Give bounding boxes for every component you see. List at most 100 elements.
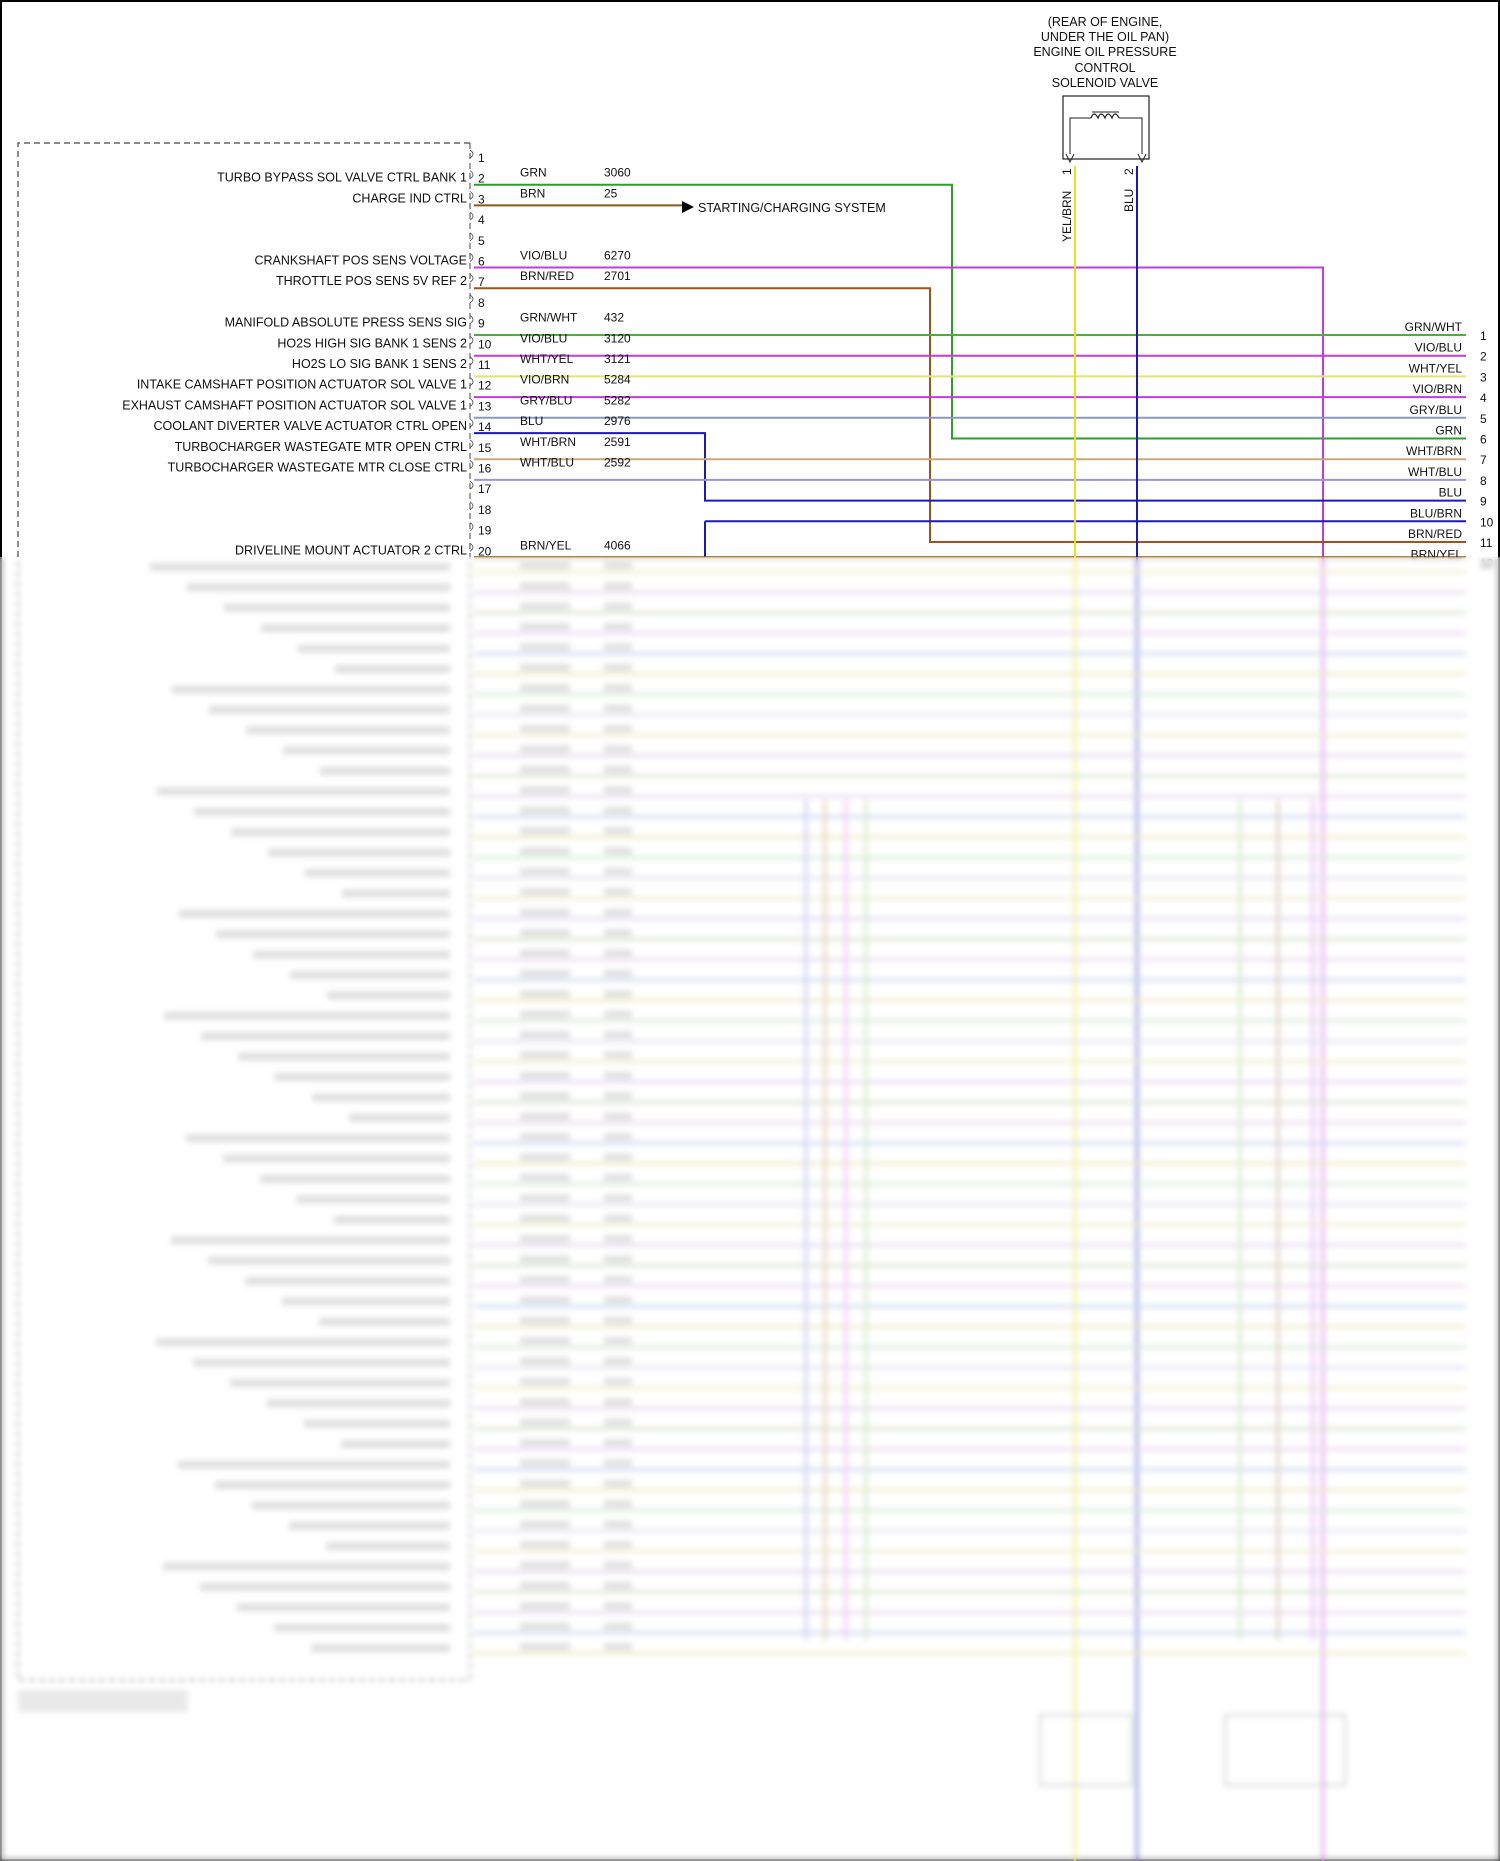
pin-2-circuit: 3060 — [604, 166, 631, 180]
pin-number-14: 14 — [478, 420, 492, 434]
pin-terminal-icon — [469, 211, 474, 221]
right-pin-8: 8 — [1480, 474, 1487, 488]
pin-terminal-icon — [469, 335, 474, 345]
pin-terminal-icon — [469, 480, 474, 490]
pin-3-wire-color: BRN — [520, 186, 545, 200]
oil-pressure-solenoid: (REAR OF ENGINE, UNDER THE OIL PAN) ENGI… — [1033, 15, 1176, 242]
pin-number-18: 18 — [478, 503, 492, 517]
pin-terminal-icon — [469, 253, 474, 262]
pin-number-15: 15 — [478, 441, 492, 455]
pin-11-function: HO2S LO SIG BANK 1 SENS 2 — [292, 357, 467, 371]
solenoid-location-line-2: UNDER THE OIL PAN) — [1041, 30, 1169, 44]
pin-terminal-icon — [469, 542, 474, 552]
pin-14-circuit: 2976 — [604, 414, 631, 428]
pin-2-function: TURBO BYPASS SOL VALVE CTRL BANK 1 — [217, 171, 467, 185]
right-pin-4-color: VIO/BRN — [1413, 382, 1462, 396]
solenoid-name-line-1: ENGINE OIL PRESSURE — [1033, 45, 1176, 59]
pin-14-function: COOLANT DIVERTER VALVE ACTUATOR CTRL OPE… — [154, 419, 468, 433]
wire-pin-7-brn-red — [474, 287, 1466, 543]
right-pin-1: 1 — [1480, 329, 1487, 343]
wire-pin-2-grn — [474, 183, 1466, 440]
right-pin-7-color: WHT/BRN — [1406, 444, 1462, 458]
pin-number-19: 19 — [478, 524, 492, 538]
pin-9-function: MANIFOLD ABSOLUTE PRESS SENS SIG — [225, 316, 467, 330]
solenoid-location-line-1: (REAR OF ENGINE, — [1048, 15, 1163, 29]
pin-13-circuit: 5282 — [604, 393, 631, 407]
right-pin-6-color: GRN — [1435, 424, 1462, 438]
solenoid-pin-1: 1 — [1060, 168, 1074, 175]
pin-number-11: 11 — [478, 358, 491, 372]
solenoid-wire-1-color: YEL/BRN — [1060, 191, 1074, 242]
pin-16-circuit: 2592 — [604, 456, 631, 470]
pin-15-function: TURBOCHARGER WASTEGATE MTR OPEN CTRL — [175, 440, 467, 454]
pin-terminal-icon — [469, 294, 474, 304]
pin-terminal-icon — [469, 170, 474, 180]
pin-6-wire-color: VIO/BLU — [520, 249, 567, 263]
pin-20-circuit: 4066 — [604, 538, 631, 552]
pin-terminal-icon — [469, 377, 474, 387]
pin-13-function: EXHAUST CAMSHAFT POSITION ACTUATOR SOL V… — [122, 398, 467, 412]
right-pin-3-color: WHT/YEL — [1409, 361, 1463, 375]
right-pin-9: 9 — [1480, 495, 1487, 509]
wire-blu-brn — [704, 520, 1466, 557]
pin-terminal-icon — [469, 501, 474, 511]
pin-10-wire-color: VIO/BLU — [520, 331, 567, 345]
pin-7-circuit: 2701 — [604, 269, 631, 283]
solenoid-name-line-2: CONTROL — [1074, 61, 1135, 75]
pin-terminal-icon — [469, 356, 474, 366]
pin-number-7: 7 — [478, 275, 485, 289]
pin-number-8: 8 — [478, 296, 485, 310]
pin-7-function: THROTTLE POS SENS 5V REF 2 — [276, 274, 467, 288]
right-pin-7: 7 — [1480, 453, 1487, 467]
pin-12-function: INTAKE CAMSHAFT POSITION ACTUATOR SOL VA… — [137, 378, 467, 392]
pin-number-12: 12 — [478, 379, 492, 393]
blurred-region — [0, 557, 1500, 1861]
pin-13-wire-color: GRY/BLU — [520, 393, 572, 407]
right-pin-8-color: WHT/BLU — [1408, 465, 1462, 479]
pin-15-circuit: 2591 — [604, 435, 631, 449]
pin-terminal-icon — [469, 149, 474, 159]
pin-number-9: 9 — [478, 317, 485, 331]
pin-16-function: TURBOCHARGER WASTEGATE MTR CLOSE CTRL — [168, 461, 467, 475]
solenoid-pin-2: 2 — [1122, 168, 1136, 175]
solenoid-name-line-3: SOLENOID VALVE — [1052, 76, 1159, 90]
solenoid-leads — [1069, 117, 1143, 154]
right-pin-3: 3 — [1480, 370, 1487, 384]
pin-number-4: 4 — [478, 213, 485, 227]
right-pin-1-color: GRN/WHT — [1405, 320, 1463, 334]
right-connector-rows: 1 GRN/WHT 2 VIO/BLU 3 WHT/YEL 4 VIO/BRN 5 GRY/BLU… — [1405, 320, 1494, 571]
pin-11-wire-color: WHT/YEL — [520, 352, 574, 366]
pin-number-5: 5 — [478, 234, 485, 248]
pin-number-16: 16 — [478, 462, 492, 476]
pin-number-13: 13 — [478, 399, 492, 413]
pin-terminal-icon — [469, 522, 474, 531]
pin-number-3: 3 — [478, 192, 485, 206]
solenoid-body — [1062, 95, 1150, 160]
pin-number-10: 10 — [478, 337, 492, 351]
pin-11-circuit: 3121 — [604, 352, 631, 366]
pin-terminal-icon — [469, 191, 474, 200]
pin-20-wire-color: BRN/YEL — [520, 538, 572, 552]
starting-charging-reference: STARTING/CHARGING SYSTEM — [682, 201, 886, 215]
pin-20-function: DRIVELINE MOUNT ACTUATOR 2 CTRL — [235, 543, 467, 557]
pin-9-wire-color: GRN/WHT — [520, 311, 578, 325]
right-pin-2: 2 — [1480, 350, 1487, 364]
pin-15-wire-color: WHT/BRN — [520, 435, 576, 449]
solenoid-coil-icon — [1090, 113, 1120, 120]
arrow-icon — [682, 201, 694, 213]
pin-terminal-icon — [469, 273, 474, 283]
pin-terminal-icon — [469, 418, 474, 428]
right-pin-2-color: VIO/BLU — [1415, 341, 1462, 355]
right-pin-4: 4 — [1480, 391, 1487, 405]
pin-3-function: CHARGE IND CTRL — [352, 191, 467, 205]
destination-label: STARTING/CHARGING SYSTEM — [698, 201, 886, 215]
pin-3-circuit: 25 — [604, 186, 618, 200]
pin-terminal-icon — [469, 460, 474, 469]
right-pin-5: 5 — [1480, 412, 1487, 426]
right-pin-10: 10 — [1480, 515, 1494, 529]
pin-2-wire-color: GRN — [520, 166, 547, 180]
pin-terminal-icon — [469, 315, 474, 324]
right-pin-5-color: GRY/BLU — [1410, 403, 1462, 417]
pin-2-terminal-icon — [1137, 153, 1147, 164]
